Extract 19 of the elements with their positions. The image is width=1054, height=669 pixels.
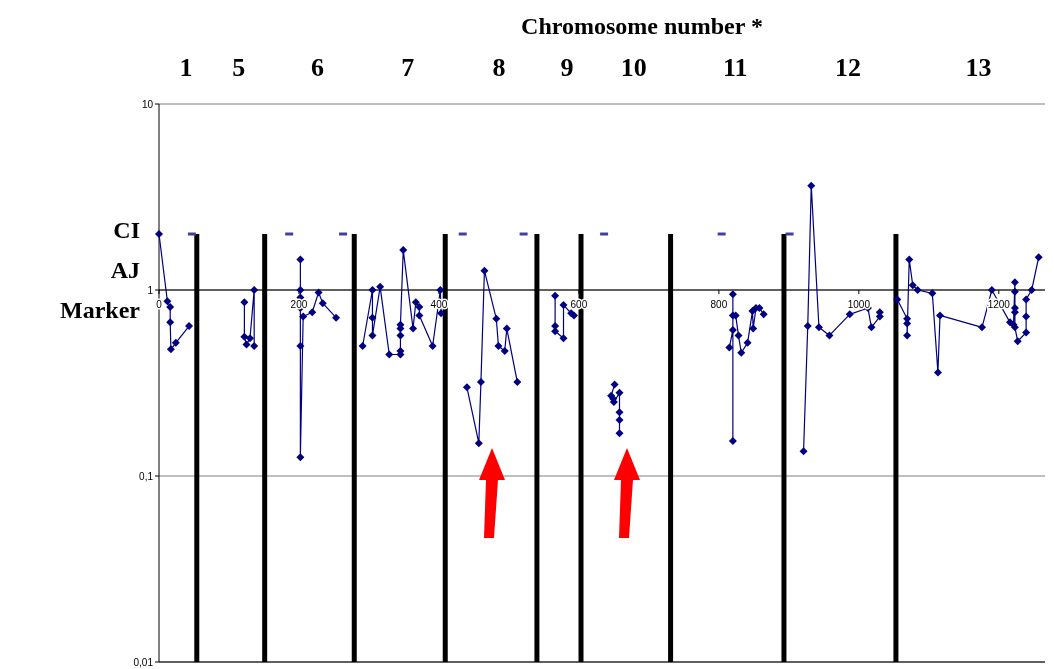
y-tick-label: 0,01 [133,656,154,668]
x-tick-label: 0 [156,299,163,310]
text: 12 [834,53,861,82]
text: 13 [965,53,992,82]
text: 10 [620,53,647,82]
text: 7 [401,53,415,82]
y-tick-label: 0,1 [139,470,154,482]
y-tick-label: 10 [141,98,154,110]
y-axis-title: CI AJ Marker [60,217,141,323]
text: 9 [560,53,574,82]
text: 5 [232,53,246,82]
text: 6 [310,53,324,82]
chart-title: Chromosome number * [521,13,763,39]
text: 8 [492,53,506,82]
x-tick-label: 1000 [847,299,871,310]
y-tick-label: 1 [147,284,154,296]
x-tick-label: 800 [710,299,728,310]
text: 11 [722,53,748,82]
text: 1 [179,53,193,82]
